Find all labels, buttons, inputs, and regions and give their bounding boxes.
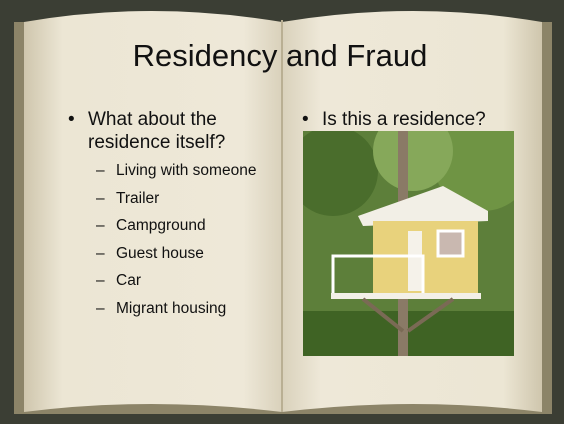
title: Residency and Fraud <box>60 38 500 74</box>
treehouse-photo <box>303 131 514 356</box>
sub-bullet: Guest house <box>116 245 266 263</box>
sub-bullet: Trailer <box>116 190 266 208</box>
sub-bullet: Campground <box>116 217 266 235</box>
slide: {"header": {"title": "Residency and Frau… <box>0 0 564 424</box>
bullet: Is this a residence? <box>322 108 522 131</box>
sub-bullet-list: Living with someone Trailer Campground Gues… <box>116 162 266 327</box>
bullet: What about the residence itself? <box>88 108 273 154</box>
sub-bullet: Living with someone <box>116 162 266 180</box>
sub-bullet: Migrant housing <box>116 300 266 318</box>
sub-bullet: Car <box>116 272 266 290</box>
